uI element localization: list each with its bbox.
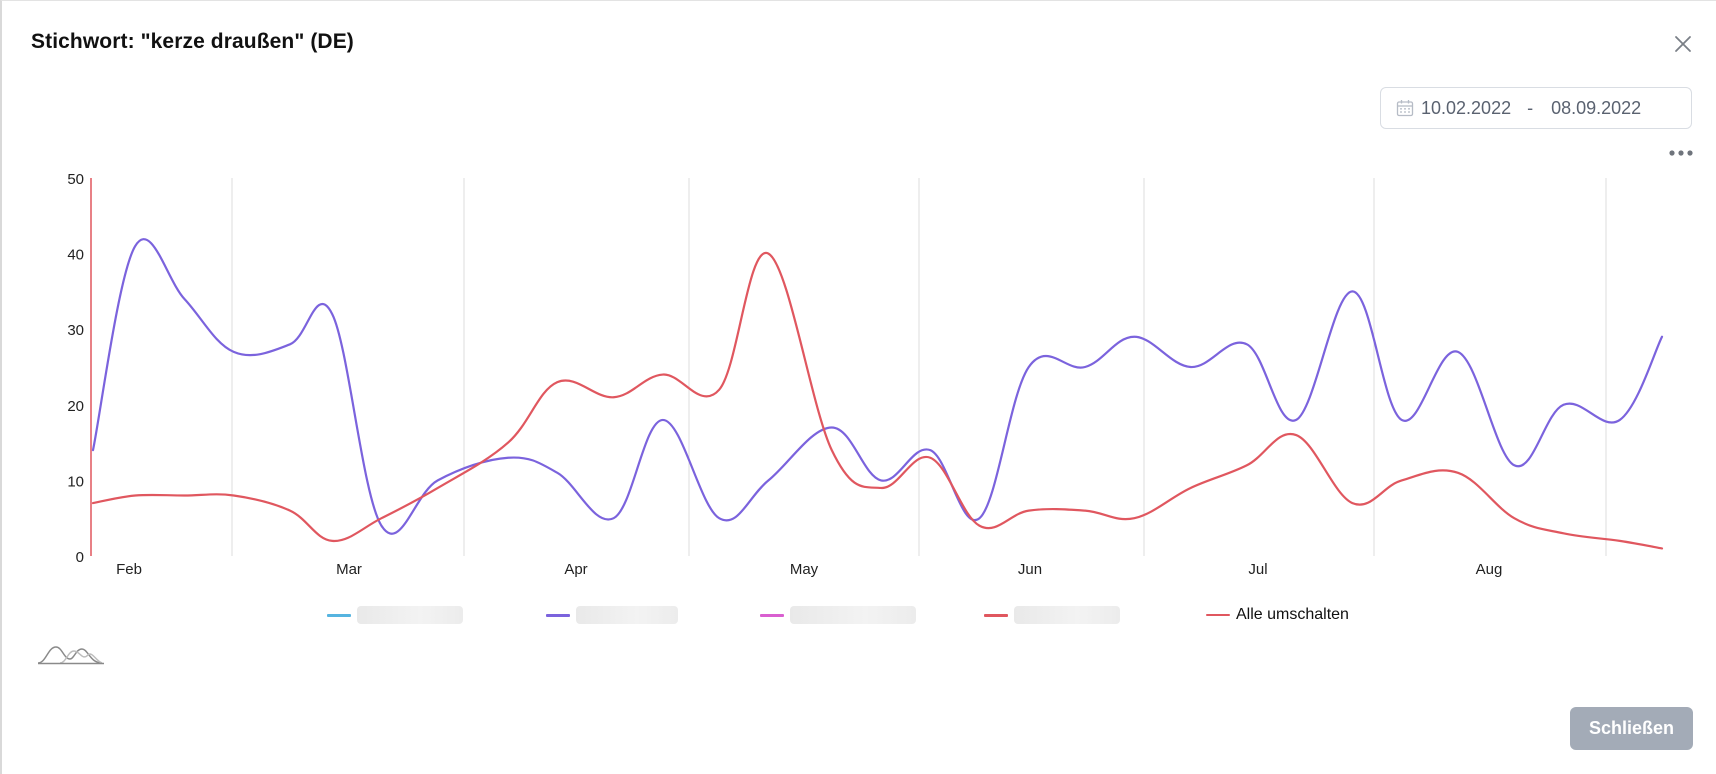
more-horizontal-icon[interactable]: [1666, 143, 1696, 163]
legend-label-redacted: [576, 606, 678, 624]
legend-swatch: [327, 613, 351, 617]
series-line-1: [91, 238, 1664, 535]
y-tick-label-30: 30: [67, 322, 84, 339]
date-separator: -: [1527, 97, 1534, 118]
y-tick-label-10: 10: [67, 473, 84, 490]
legend-item-series-3[interactable]: [760, 601, 916, 629]
legend-item-series-4[interactable]: [984, 601, 1120, 629]
x-tick-label-apr: Apr: [564, 561, 587, 578]
y-tick-label-0: 0: [76, 549, 84, 566]
chart-thumbnail-icon[interactable]: [36, 641, 106, 665]
x-tick-label-may: May: [790, 561, 819, 578]
date-range-picker[interactable]: 10.02.2022 - 08.09.2022: [1380, 87, 1692, 129]
calendar-icon: [1396, 100, 1414, 117]
legend-item-series-2[interactable]: [546, 601, 678, 629]
legend-swatch: [546, 613, 570, 617]
legend-toggle-all-label: Alle umschalten: [1236, 606, 1349, 623]
legend-item-series-1[interactable]: [327, 601, 463, 629]
legend-swatch: [1206, 614, 1230, 616]
y-tick-label-20: 20: [67, 398, 84, 415]
chart-legend: Alle umschalten: [2, 601, 1716, 631]
y-tick-label-50: 50: [67, 171, 84, 188]
legend-label-redacted: [357, 606, 463, 624]
end-date-input[interactable]: 08.09.2022: [1551, 97, 1642, 118]
series-line-2: [91, 252, 1664, 550]
line-chart: 0 10 20 30 40 50 Feb Mar Apr May Jun Jul Aug: [67, 171, 1664, 578]
x-tick-label-jun: Jun: [1018, 561, 1042, 578]
legend-toggle-all[interactable]: Alle umschalten: [1206, 601, 1349, 629]
legend-swatch: [984, 613, 1008, 617]
modal-title: Stichwort: "kerze draußen" (DE): [31, 30, 354, 53]
x-tick-label-jul: Jul: [1248, 561, 1267, 578]
close-button[interactable]: Schließen: [1570, 707, 1693, 750]
y-tick-label-40: 40: [67, 247, 84, 264]
legend-label-redacted: [790, 606, 916, 624]
legend-label-redacted: [1014, 606, 1120, 624]
close-icon[interactable]: [1670, 31, 1696, 57]
x-tick-label-feb: Feb: [116, 561, 142, 578]
x-tick-label-aug: Aug: [1476, 561, 1503, 578]
x-tick-label-mar: Mar: [336, 561, 362, 578]
start-date-input[interactable]: 10.02.2022: [1421, 97, 1512, 118]
legend-swatch: [760, 613, 784, 617]
